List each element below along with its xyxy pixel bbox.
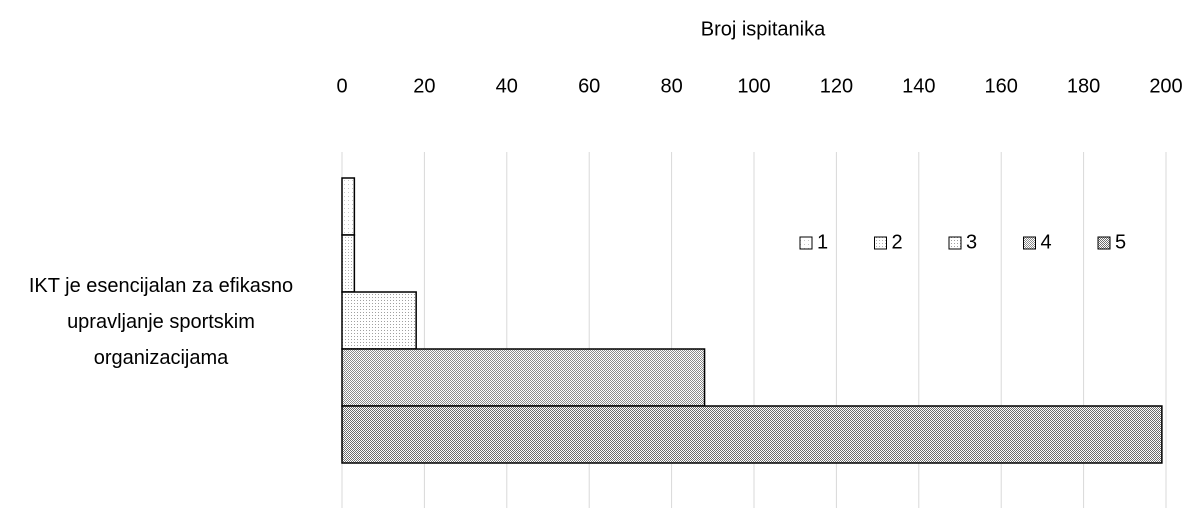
legend-label: 2 (892, 231, 903, 253)
legend-label: 4 (1041, 231, 1052, 253)
legend-label: 3 (966, 231, 977, 253)
legend-swatch (1023, 236, 1036, 250)
x-tick-label: 80 (660, 75, 682, 97)
legend-swatch (874, 236, 887, 250)
axis-title: Broj ispitanika (701, 18, 826, 40)
legend-label: 5 (1115, 231, 1126, 253)
x-tick-label: 160 (985, 75, 1018, 97)
x-tick-label: 120 (820, 75, 853, 97)
legend-label: 1 (817, 231, 828, 253)
bar (341, 348, 706, 407)
bar (341, 177, 356, 236)
bar (341, 291, 417, 350)
x-tick-label: 100 (737, 75, 770, 97)
x-tick-label: 200 (1149, 75, 1182, 97)
legend-swatch (799, 236, 813, 250)
legend-swatch (1097, 236, 1111, 250)
x-tick-label: 140 (902, 75, 935, 97)
x-tick-label: 40 (496, 75, 518, 97)
x-tick-label: 60 (578, 75, 600, 97)
x-tick-label: 20 (413, 75, 435, 97)
bar (341, 234, 356, 293)
legend-swatch (948, 236, 962, 250)
category-label: IKT je esencijalan za efikasno upravljan… (28, 275, 294, 369)
x-tick-label: 0 (336, 75, 347, 97)
bar (341, 405, 1163, 464)
x-tick-label: 180 (1067, 75, 1100, 97)
